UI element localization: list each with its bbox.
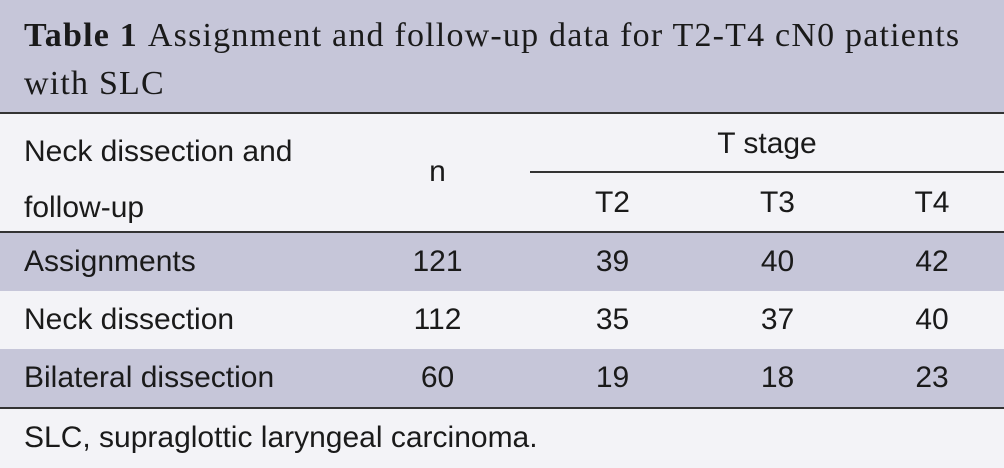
cell-value: 40 [915, 303, 949, 336]
title-label: Table 1 [24, 17, 138, 54]
title-text: Assignment and follow-up data for T2-T4 … [24, 17, 961, 102]
header-cell: Neck dissection and follow-up [24, 135, 293, 224]
cell-value: 35 [595, 303, 630, 336]
cell-value: 19 [595, 361, 630, 394]
row-label: Bilateral dissection [24, 361, 275, 394]
footnote: SLC, supraglottic laryngeal carcinoma. [24, 421, 538, 454]
row-label: Neck dissection [24, 303, 235, 336]
header-cell: T2 [594, 186, 630, 219]
rule [0, 407, 1004, 409]
rule [530, 171, 1004, 173]
row-band [0, 233, 1004, 291]
row-band [0, 349, 1004, 407]
cell-value: 42 [915, 245, 949, 278]
cell-value: 60 [420, 361, 455, 394]
cell-value: 18 [760, 361, 795, 394]
cell-value: 39 [595, 245, 630, 278]
header-cell: T4 [914, 186, 950, 219]
cell-value: 37 [760, 303, 795, 336]
cell-value: 40 [760, 245, 795, 278]
header-cell: T3 [759, 186, 795, 219]
rule [0, 231, 1004, 233]
header-cell: n [429, 155, 446, 188]
rule [0, 112, 1004, 114]
table-title: Table 1 Assignment and follow-up data for… [0, 0, 1004, 112]
cell-value: 112 [413, 303, 462, 336]
row-label: Assignments [24, 245, 196, 278]
header-cell: T stage [717, 127, 817, 160]
row-band [0, 291, 1004, 349]
cell-value: 23 [915, 361, 949, 394]
cell-value: 121 [412, 245, 463, 278]
